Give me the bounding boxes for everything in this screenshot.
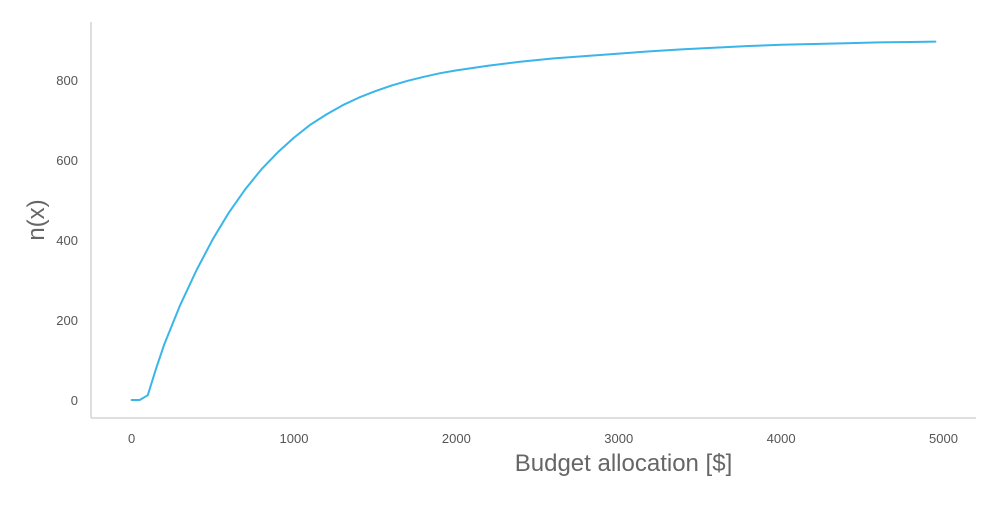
x-tick-label: 1000 bbox=[280, 431, 309, 446]
y-tick-label: 200 bbox=[56, 313, 78, 328]
y-tick-labels: 0 200 400 600 800 bbox=[56, 73, 78, 408]
x-tick-label: 4000 bbox=[767, 431, 796, 446]
x-axis-title: Budget allocation [$] bbox=[515, 450, 733, 477]
x-tick-labels: 0 1000 2000 3000 4000 5000 bbox=[128, 431, 958, 446]
axes bbox=[90, 22, 976, 419]
y-axis-title: n(x) bbox=[23, 199, 50, 240]
y-tick-label: 0 bbox=[71, 393, 78, 408]
x-tick-label: 2000 bbox=[442, 431, 471, 446]
series-layer bbox=[130, 40, 937, 401]
x-tick-label: 0 bbox=[128, 431, 135, 446]
y-tick-label: 800 bbox=[56, 73, 78, 88]
y-tick-label: 400 bbox=[56, 233, 78, 248]
x-tick-label: 5000 bbox=[929, 431, 958, 446]
series-line-0 bbox=[130, 40, 937, 401]
y-tick-label: 600 bbox=[56, 153, 78, 168]
x-tick-label: 3000 bbox=[604, 431, 633, 446]
